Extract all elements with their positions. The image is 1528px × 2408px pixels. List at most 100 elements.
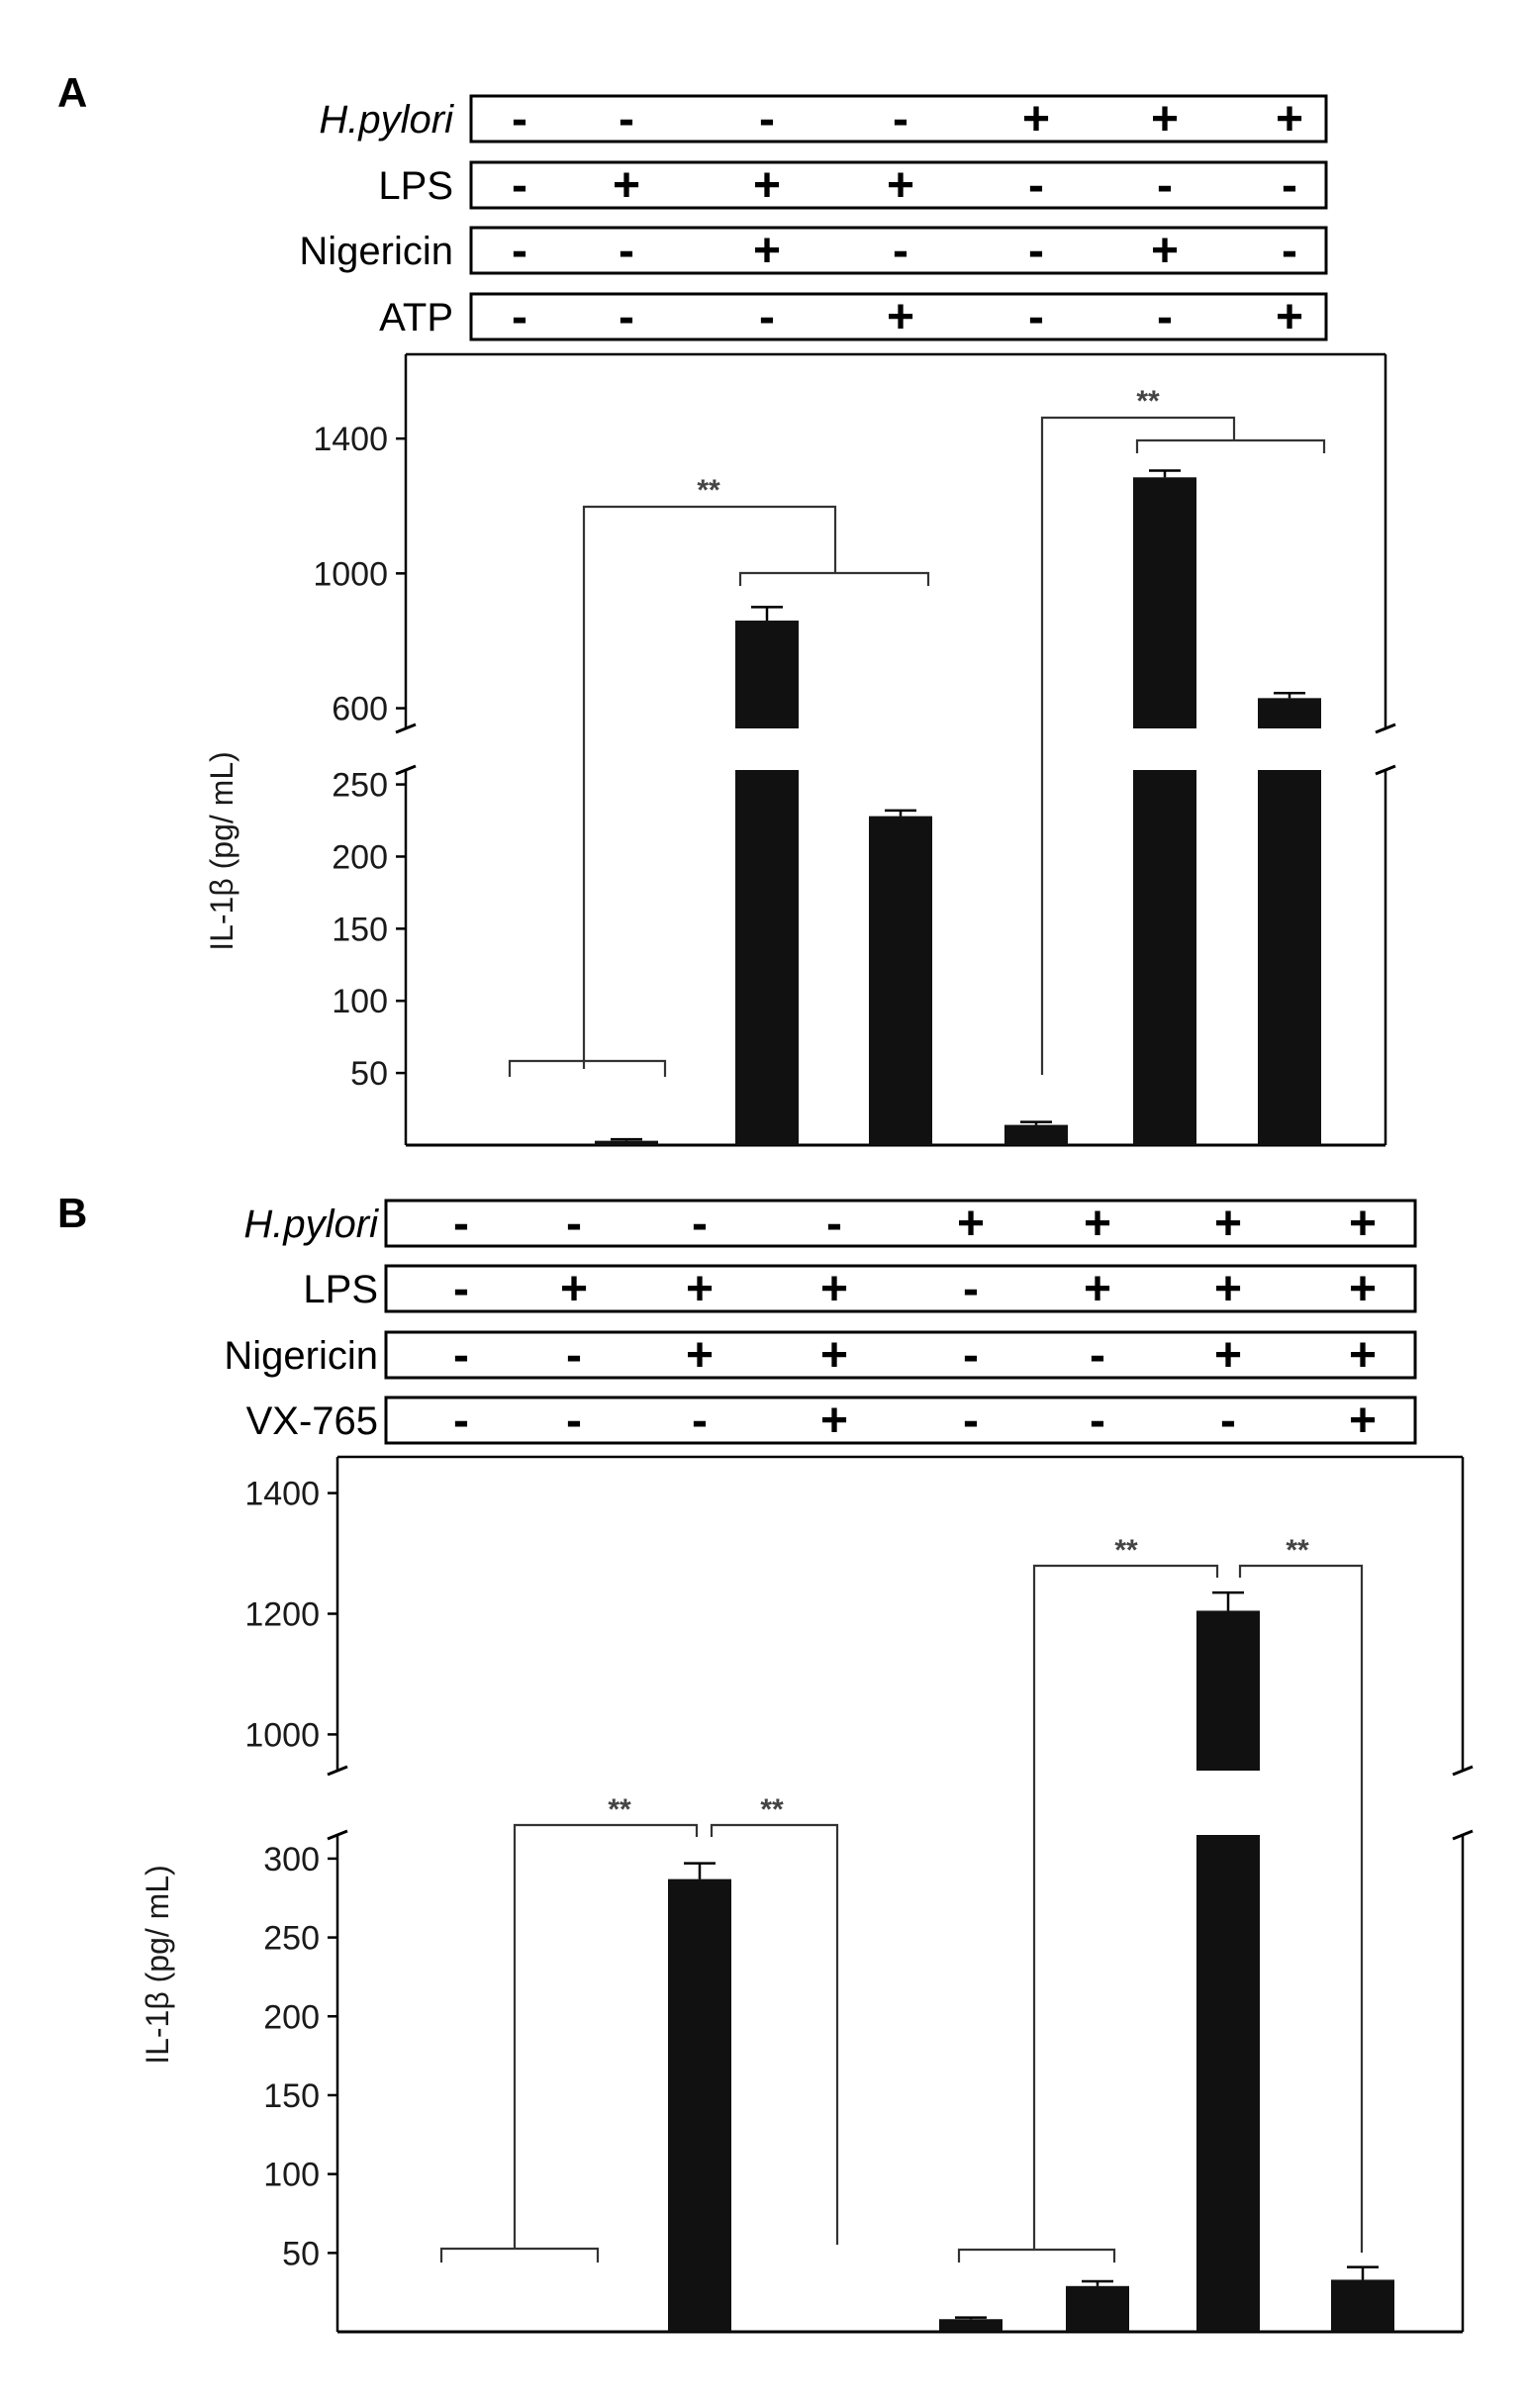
bar <box>1004 1124 1068 1145</box>
significance-stars: ** <box>1286 1534 1309 1567</box>
y-tick-label: 250 <box>332 767 388 805</box>
condition-sign: - <box>1157 159 1173 212</box>
condition-row-box <box>469 160 1328 210</box>
condition-label: Nigericin <box>224 1334 378 1378</box>
panel-a: A H.pylori - - - - + + + LPS - + + + - - - Nigericin - - + - -… <box>57 69 1396 1147</box>
y-tick-label: 250 <box>263 1920 320 1958</box>
condition-sign: + <box>820 1329 848 1382</box>
bar <box>1133 477 1196 728</box>
significance-stars: ** <box>760 1793 784 1826</box>
significance-bracket <box>710 1823 839 2245</box>
condition-sign: + <box>753 225 781 277</box>
y-tick-label: 1000 <box>313 555 388 593</box>
condition-sign: - <box>619 93 634 145</box>
significance-bracket <box>513 1823 699 2249</box>
condition-sign: - <box>963 1395 979 1447</box>
condition-sign: + <box>1214 1198 1242 1250</box>
condition-sign: + <box>1214 1329 1242 1382</box>
significance-bracket <box>1135 438 1326 453</box>
axis-break-mark <box>1375 722 1396 734</box>
bar <box>1196 1610 1260 1771</box>
condition-sign: + <box>820 1263 848 1315</box>
significance-bracket <box>738 571 930 586</box>
condition-sign: + <box>613 159 640 212</box>
condition-sign: - <box>759 93 775 145</box>
y-tick-label: 100 <box>332 983 388 1020</box>
bar <box>1133 770 1196 1145</box>
condition-sign: - <box>1282 225 1297 277</box>
condition-label: LPS <box>378 164 453 208</box>
axis-break-mark <box>1452 1829 1474 1841</box>
bar <box>939 2319 1003 2332</box>
condition-sign: + <box>1349 1263 1377 1315</box>
axis-break-mark <box>395 722 417 734</box>
y-tick-label: 100 <box>263 2157 320 2194</box>
condition-sign: - <box>566 1395 582 1447</box>
significance-bracket <box>508 1059 667 1077</box>
y-tick-label: 150 <box>263 2077 320 2115</box>
significance-bracket <box>1238 1564 1364 2253</box>
y-tick-label: 1400 <box>244 1476 320 1513</box>
panel-letter: B <box>57 1190 87 1236</box>
axis-break-mark <box>395 764 417 776</box>
y-tick-label: 1400 <box>313 421 388 458</box>
y-tick-label: 1200 <box>244 1596 320 1634</box>
condition-sign: + <box>1349 1329 1377 1382</box>
condition-sign: - <box>566 1198 582 1250</box>
bar <box>1066 2285 1129 2332</box>
condition-sign: + <box>1022 93 1050 145</box>
condition-sign: + <box>1276 93 1303 145</box>
y-tick-label: 150 <box>332 911 388 948</box>
significance-bracket <box>1032 1564 1219 2250</box>
panel-letter: A <box>57 69 87 116</box>
condition-sign: + <box>686 1329 714 1382</box>
condition-row-box <box>469 292 1328 341</box>
y-tick-label: 1000 <box>244 1716 320 1754</box>
condition-sign: + <box>1084 1198 1111 1250</box>
condition-sign: - <box>453 1329 469 1382</box>
condition-sign: - <box>566 1329 582 1382</box>
condition-sign: - <box>1157 291 1173 343</box>
condition-row-box <box>384 1330 1417 1380</box>
significance-stars: ** <box>697 474 720 507</box>
significance-stars: ** <box>1114 1534 1138 1567</box>
condition-label: ATP <box>379 296 453 339</box>
condition-label: Nigericin <box>299 230 453 273</box>
bar <box>1258 698 1321 728</box>
condition-sign: - <box>453 1263 469 1315</box>
condition-sign: + <box>820 1395 848 1447</box>
bar <box>1331 2279 1394 2332</box>
condition-sign: - <box>1220 1395 1236 1447</box>
condition-sign: + <box>560 1263 588 1315</box>
condition-sign: + <box>1084 1263 1111 1315</box>
condition-sign: - <box>826 1198 842 1250</box>
condition-row-box <box>384 1199 1417 1248</box>
bar <box>668 1878 731 2332</box>
bar <box>1196 1835 1260 2332</box>
bar <box>735 770 799 1145</box>
condition-sign: - <box>1028 159 1044 212</box>
condition-row-box <box>469 226 1328 275</box>
y-tick-label: 600 <box>332 691 388 728</box>
significance-bracket <box>439 2247 600 2263</box>
condition-sign: - <box>963 1263 979 1315</box>
condition-sign: - <box>512 291 527 343</box>
condition-sign: - <box>512 159 527 212</box>
axis-break-mark <box>327 1765 348 1777</box>
axis-break-mark <box>1375 764 1396 776</box>
y-tick-label: 200 <box>332 838 388 876</box>
condition-sign: - <box>759 291 775 343</box>
condition-sign: + <box>1151 93 1179 145</box>
condition-sign: - <box>1090 1329 1105 1382</box>
axis-break-mark <box>327 1829 348 1841</box>
condition-sign: - <box>453 1395 469 1447</box>
significance-stars: ** <box>1136 385 1160 418</box>
condition-label: H.pylori <box>319 98 454 142</box>
bar <box>735 621 799 728</box>
y-axis-title: IL-1β (pg/ mL) <box>204 751 239 951</box>
condition-sign: + <box>753 159 781 212</box>
y-tick-label: 300 <box>263 1841 320 1878</box>
y-tick-label: 50 <box>350 1055 388 1093</box>
condition-sign: + <box>1349 1198 1377 1250</box>
